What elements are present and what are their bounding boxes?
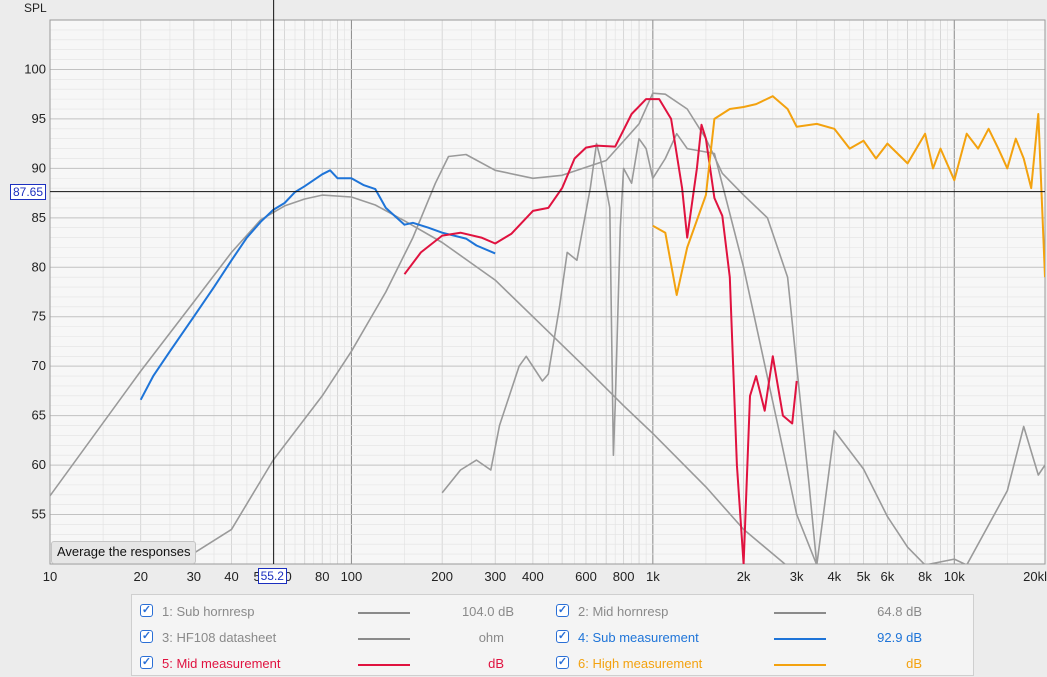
y-tick-label: 55: [32, 507, 46, 522]
x-tick-label: 400: [522, 569, 544, 584]
legend-item-mid-measurement[interactable]: ✓ 5: Mid measurement dB: [140, 654, 550, 674]
checkbox-checked-icon[interactable]: ✓: [140, 604, 153, 617]
legend-label: 2: Mid hornresp: [578, 604, 669, 619]
cursor-y-readout: 87.65: [10, 183, 47, 200]
checkbox-checked-icon[interactable]: ✓: [140, 656, 153, 669]
x-tick-label: 4k: [827, 569, 841, 584]
x-tick-label: 10: [43, 569, 57, 584]
y-tick-label: 60: [32, 457, 46, 472]
cursor-x-readout: 55.2: [257, 568, 287, 584]
x-tick-label: 5k: [857, 569, 871, 584]
series-line-3: [441, 132, 1045, 564]
x-tick-label: 40: [224, 569, 238, 584]
y-tick-label: 95: [32, 111, 46, 126]
y-tick-label: 100: [24, 61, 46, 76]
x-axis-ticks: 102030405060801002003004006008001k2k3k4k…: [43, 569, 1047, 584]
legend-item-high-measurement[interactable]: ✓ 6: High measurement dB: [556, 654, 966, 674]
x-tick-label: 100: [341, 569, 363, 584]
legend-label: 3: HF108 datasheet: [162, 630, 277, 645]
y-tick-label: 65: [32, 408, 46, 423]
legend-value: 64.8 dB: [877, 604, 922, 619]
legend-value: 104.0 dB: [461, 604, 514, 619]
legend-swatch: [774, 612, 826, 614]
x-tick-label: 20kl: [1023, 569, 1047, 584]
checkbox-checked-icon[interactable]: ✓: [556, 656, 569, 669]
x-tick-label: 3k: [790, 569, 804, 584]
legend-item-hf108-datasheet[interactable]: ✓ 3: HF108 datasheet ohm: [140, 628, 550, 648]
x-tick-label: 800: [613, 569, 635, 584]
legend-value: dB: [488, 656, 504, 671]
x-tick-label: 20: [134, 569, 148, 584]
x-tick-label: 600: [575, 569, 597, 584]
y-axis-ticks: 55 60 65 70 75 80 85 90 95 100: [24, 61, 46, 521]
legend-swatch: [774, 638, 826, 640]
legend-label: 1: Sub hornresp: [162, 604, 255, 619]
series-line-4: [139, 169, 496, 401]
x-tick-label: 8k: [918, 569, 932, 584]
x-tick-label: 2k: [737, 569, 751, 584]
y-tick-label: 75: [32, 309, 46, 324]
legend-label: 5: Mid measurement: [162, 656, 281, 671]
plot-border: [49, 19, 1046, 565]
legend-label: 4: Sub measurement: [578, 630, 699, 645]
x-tick-label: 10k: [944, 569, 965, 584]
legend-value: ohm: [478, 630, 504, 645]
legend-item-sub-measurement[interactable]: ✓ 4: Sub measurement 92.9 dB: [556, 628, 966, 648]
x-tick-label: 200: [431, 569, 453, 584]
y-axis-title: SPL: [24, 1, 47, 15]
checkbox-checked-icon[interactable]: ✓: [556, 630, 569, 643]
y-tick-label: 90: [32, 160, 46, 175]
x-tick-label: 1k: [646, 569, 660, 584]
grid-lines: [49, 19, 1046, 565]
plot-area[interactable]: [50, 20, 1045, 564]
crosshair-cursor: [50, 0, 1045, 564]
x-tick-label: 30: [187, 569, 201, 584]
y-tick-label: 85: [32, 210, 46, 225]
y-tick-label: 70: [32, 358, 46, 373]
legend-swatch: [358, 612, 410, 614]
legend-item-sub-hornresp[interactable]: ✓ 1: Sub hornresp 104.0 dB: [140, 602, 550, 622]
checkbox-checked-icon[interactable]: ✓: [556, 604, 569, 617]
response-curves: [50, 92, 1045, 564]
legend-value: dB: [906, 656, 922, 671]
series-line-5: [403, 98, 798, 564]
legend-item-mid-hornresp[interactable]: ✓ 2: Mid hornresp 64.8 dB: [556, 602, 966, 622]
checkbox-checked-icon[interactable]: ✓: [140, 630, 153, 643]
series-line-2: [175, 92, 818, 564]
y-tick-label: 80: [32, 259, 46, 274]
x-tick-label: 6k: [881, 569, 895, 584]
legend-value: 92.9 dB: [877, 630, 922, 645]
x-tick-label: 300: [484, 569, 506, 584]
legend-panel: ✓ 1: Sub hornresp 104.0 dB ✓ 2: Mid horn…: [131, 594, 974, 676]
series-line-6: [652, 95, 1045, 296]
x-tick-label: 80: [315, 569, 329, 584]
average-responses-button[interactable]: Average the responses: [51, 541, 197, 564]
legend-swatch: [358, 664, 410, 666]
legend-swatch: [358, 638, 410, 640]
legend-swatch: [774, 664, 826, 666]
legend-label: 6: High measurement: [578, 656, 703, 671]
